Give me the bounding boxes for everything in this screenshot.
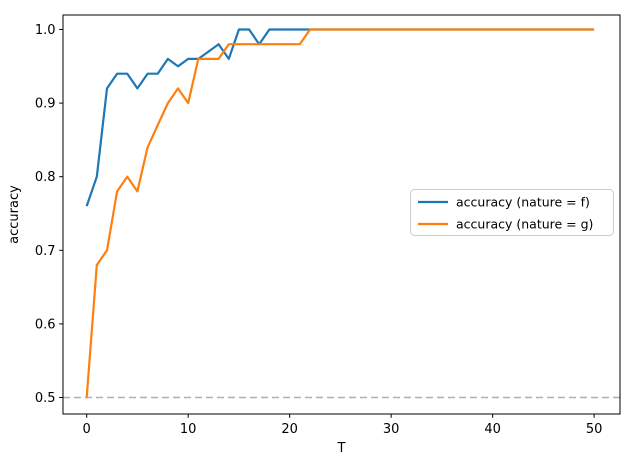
y-tick-label: 1.0 [35, 23, 56, 38]
y-axis-ticks: 0.5 0.6 0.7 0.8 0.9 1.0 [35, 23, 63, 406]
legend-box [410, 189, 614, 236]
x-tick-label: 50 [586, 422, 603, 437]
plot-border [62, 14, 621, 415]
x-tick-label: 0 [83, 422, 91, 437]
legend: accuracy (nature = f) accuracy (nature =… [410, 189, 614, 236]
series-lines [85, 28, 595, 398]
x-axis-label: T [337, 441, 346, 456]
legend-label-g: accuracy (nature = g) [456, 217, 593, 232]
y-tick-label: 0.7 [35, 244, 56, 259]
x-axis-ticks: 0 10 20 30 40 50 [83, 414, 603, 437]
y-tick-label: 0.8 [35, 170, 56, 185]
y-tick-label: 0.9 [35, 97, 56, 112]
x-tick-label: 10 [180, 422, 197, 437]
x-tick-label: 40 [484, 422, 501, 437]
y-axis-label: accuracy [7, 185, 22, 244]
series-line-0 [85, 28, 595, 207]
y-tick-label: 0.6 [35, 317, 56, 332]
legend-label-f: accuracy (nature = f) [456, 195, 590, 210]
series-line-1 [85, 28, 595, 398]
x-tick-label: 20 [281, 422, 298, 437]
x-tick-label: 30 [383, 422, 400, 437]
y-tick-label: 0.5 [35, 391, 56, 406]
